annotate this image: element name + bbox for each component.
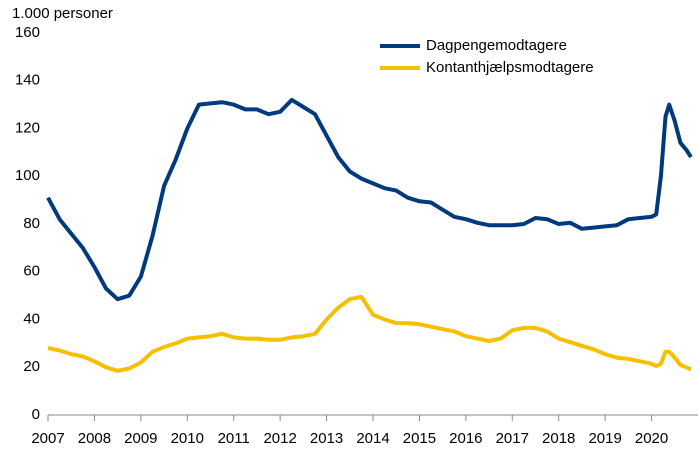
x-tick-label: 2011 xyxy=(218,430,250,447)
x-tick-label: 2012 xyxy=(263,430,296,447)
x-tick-label: 2018 xyxy=(542,430,575,447)
x-tick-label: 2020 xyxy=(635,430,668,447)
y-tick-label: 0 xyxy=(32,406,40,423)
x-tick-label: 2019 xyxy=(588,430,621,447)
x-tick-label: 2014 xyxy=(356,430,389,447)
y-tick-label: 140 xyxy=(15,72,40,89)
x-tick-label: 2007 xyxy=(31,430,64,447)
x-tick-label: 2016 xyxy=(449,430,482,447)
y-tick-label: 60 xyxy=(23,263,40,280)
x-tick-label: 2017 xyxy=(496,430,529,447)
x-tick-label: 2008 xyxy=(78,430,111,447)
y-axis-label: 1.000 personer xyxy=(12,5,113,22)
legend-label: Kontanthjælpsmodtagere xyxy=(426,59,594,76)
line-series xyxy=(47,294,692,373)
x-tick-label: 2009 xyxy=(124,430,157,447)
y-tick-label: 80 xyxy=(23,215,40,232)
y-tick-label: 40 xyxy=(23,310,40,327)
legend-label: Dagpengemodtagere xyxy=(426,37,567,54)
x-tick-label: 2013 xyxy=(310,430,343,447)
x-tick-label: 2015 xyxy=(403,430,436,447)
line-series xyxy=(46,97,693,302)
y-tick-label: 20 xyxy=(23,358,40,375)
y-tick-label: 160 xyxy=(15,24,40,41)
x-tick-label: 2010 xyxy=(171,430,204,447)
y-tick-label: 100 xyxy=(15,167,40,184)
y-tick-label: 120 xyxy=(15,119,40,136)
